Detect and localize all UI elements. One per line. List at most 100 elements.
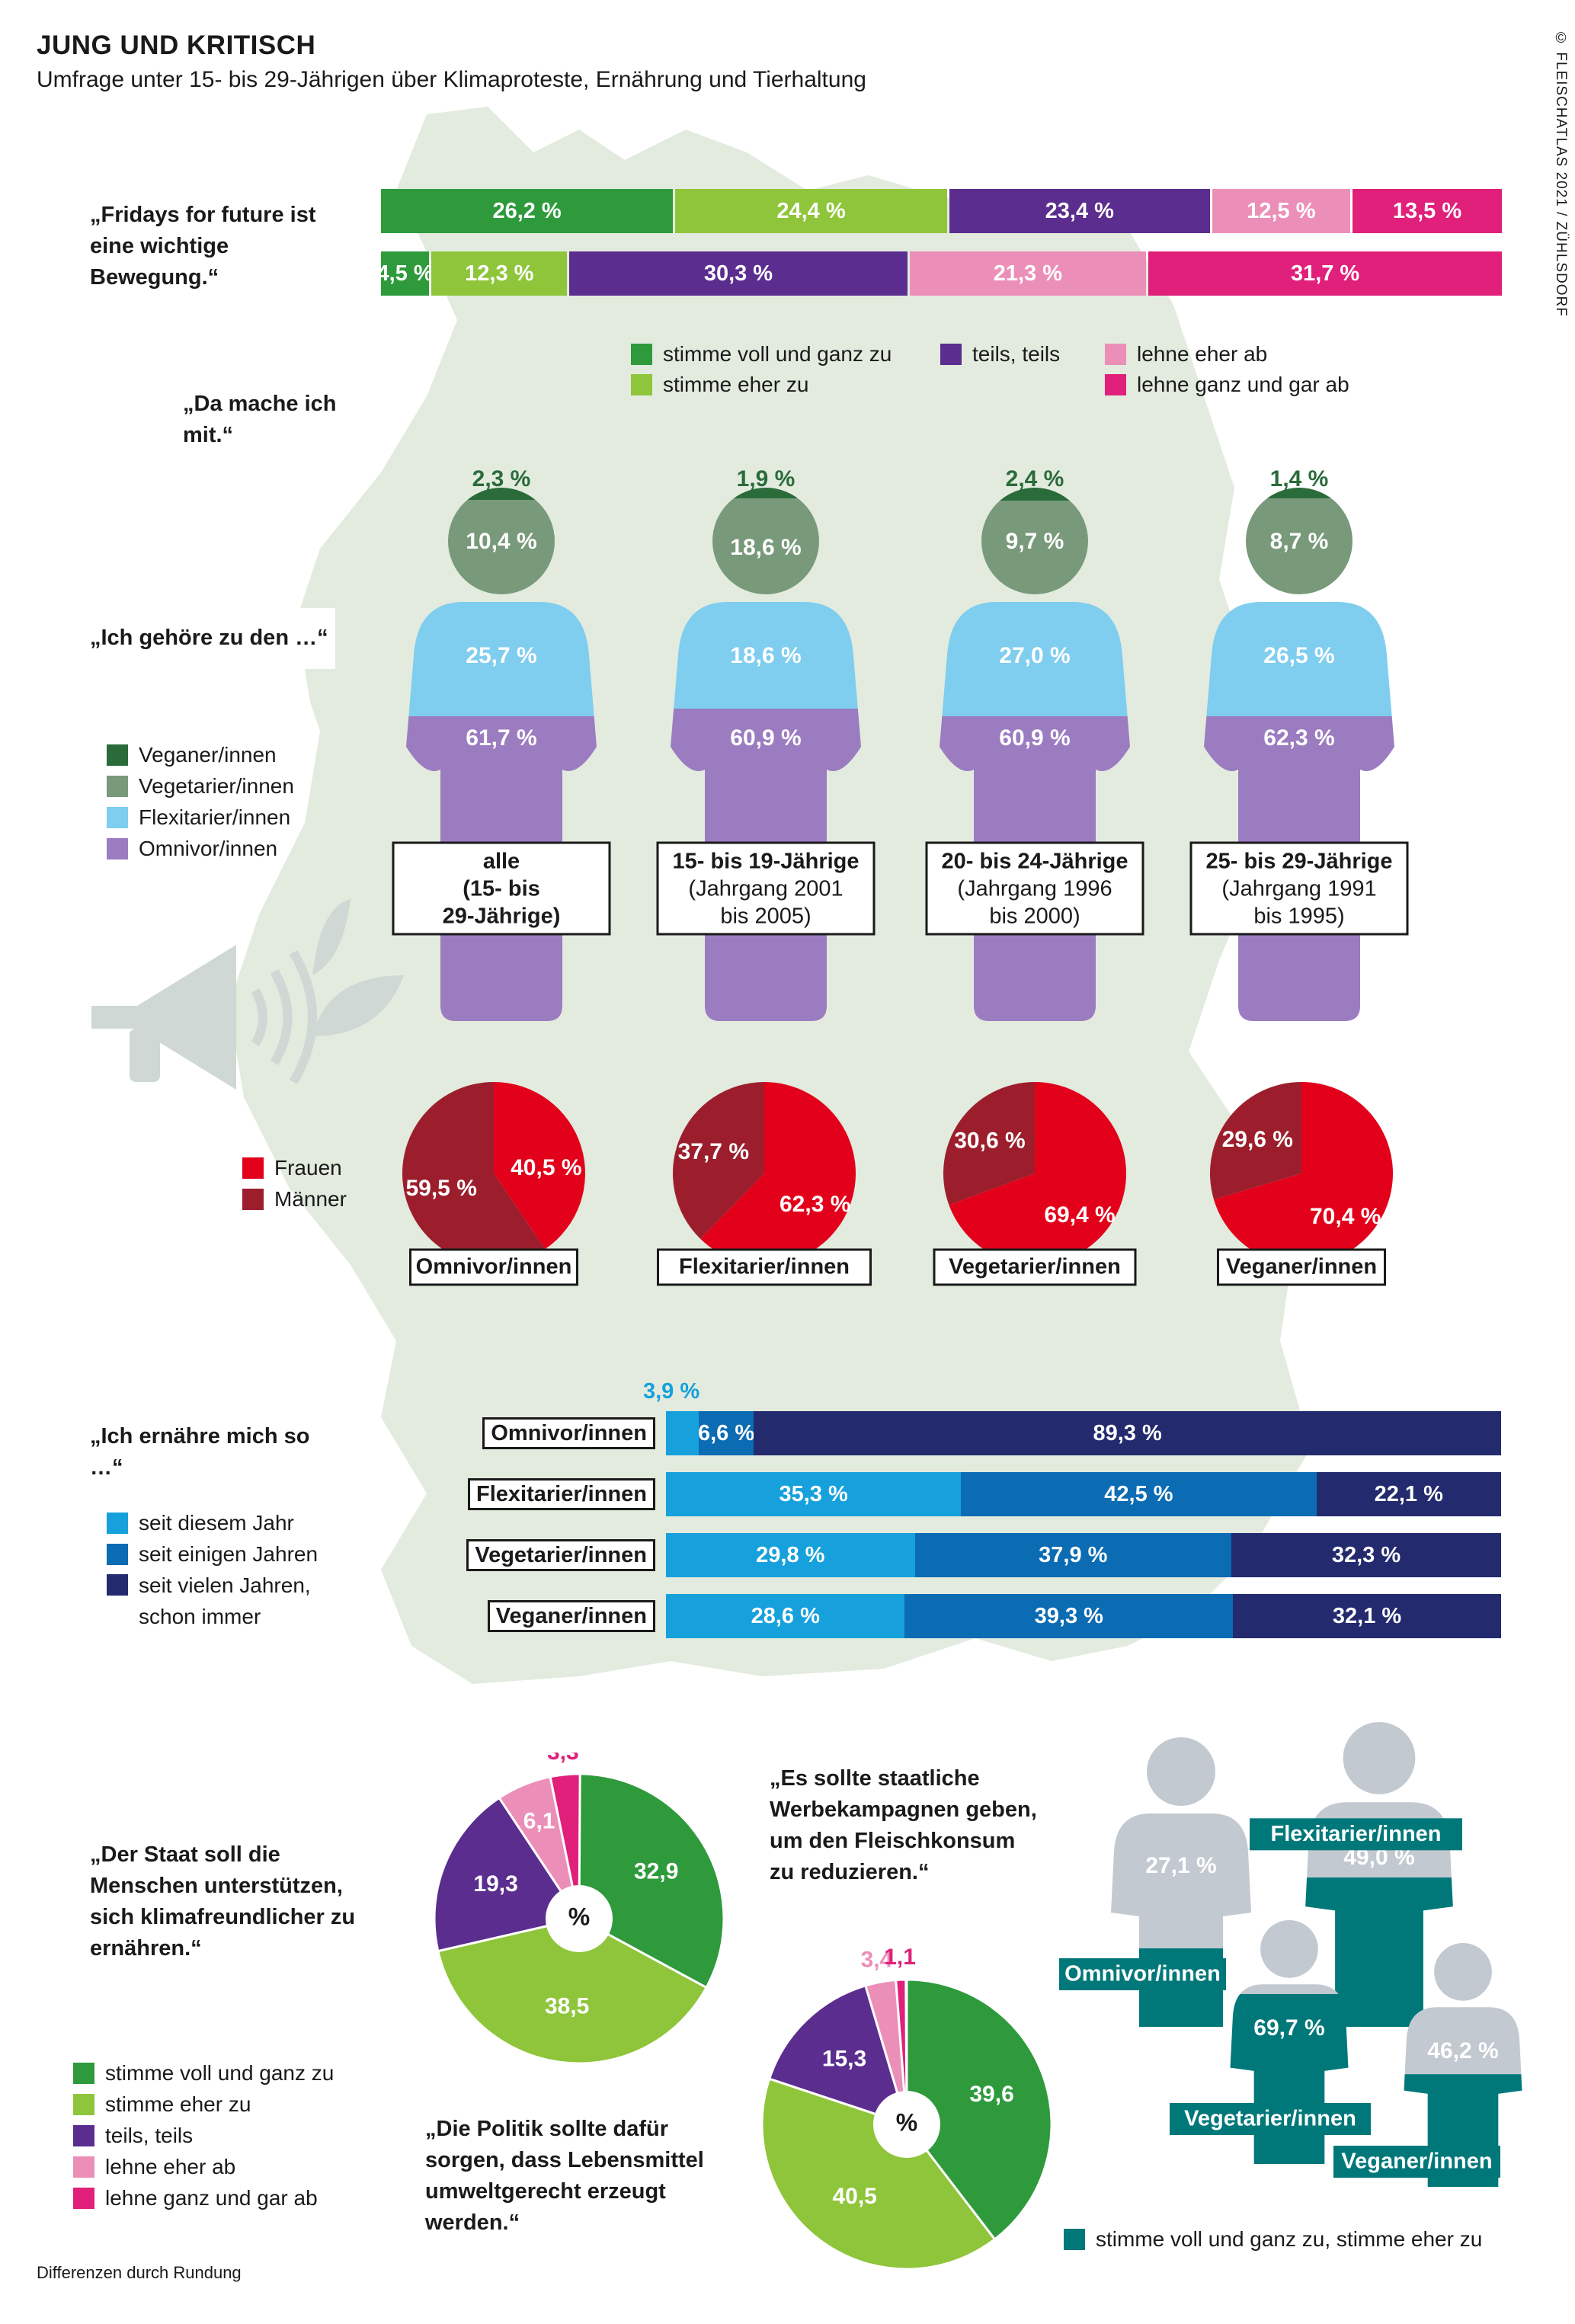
legend-item-reject-rather: lehne eher ab — [1105, 338, 1267, 370]
pie-slice-men — [673, 1082, 764, 1239]
bubble-politik — [411, 2103, 754, 2248]
pie-slice-women — [494, 1082, 586, 1250]
duration-bar-segment — [666, 1411, 699, 1455]
flexitarian-label: 26,5 % — [1263, 643, 1334, 668]
legend-label: lehne ganz und gar ab — [105, 2186, 318, 2210]
fff-bar-segment: 30,3 % — [569, 251, 908, 296]
pie-slice — [895, 1978, 908, 2125]
duration-bar-segment: 28,6 % — [666, 1594, 905, 1638]
age-group-label: (Jahrgang 1991 — [1221, 877, 1376, 901]
legend-label: stimme voll und ganz zu — [105, 2061, 335, 2085]
legend-label: Männer — [274, 1187, 347, 1211]
legend-item-flexitarian: Flexitarier/innen — [107, 802, 294, 833]
legend-label: teils, teils — [972, 342, 1061, 366]
quote-fridays-for-future: „Fridays for future ist eine wichtige Be… — [90, 203, 316, 290]
vegan-label: 2,4 % — [1006, 466, 1064, 491]
legend-item-partly: teils, teils — [940, 338, 1060, 370]
legend-label: Vegetarier/innen — [139, 774, 294, 798]
swatch — [107, 775, 128, 797]
pie-slice — [437, 1917, 709, 2065]
diet-label: Vegetarier/innen — [949, 1255, 1121, 1279]
swatch — [631, 373, 652, 395]
pie-value-label: 6,1 — [523, 1809, 555, 1834]
gender-pie-charts: 40,5 % 59,5 % Omnivor/innen 62,3 % 37,7 % Fle… — [402, 1082, 1393, 1286]
legend-item-reject-full: lehne ganz und gar ab — [73, 2182, 334, 2214]
campaign-name-label: Omnivor/innen — [1064, 1962, 1221, 1986]
diet-label-box — [409, 1248, 578, 1286]
age-group-label: (Jahrgang 1996 — [957, 877, 1112, 901]
campaign-value-label: 69,7 % — [1253, 2015, 1324, 2041]
legend-item-omnivore: Omnivor/innen — [107, 833, 294, 864]
vegan-label: 2,3 % — [472, 466, 531, 491]
bubble-fff — [73, 189, 363, 305]
omnivore-label: 60,9 % — [999, 725, 1070, 751]
duration-bar-segment: 35,3 % — [666, 1472, 962, 1516]
swatch — [73, 2093, 94, 2115]
swatch — [107, 806, 128, 828]
swatch — [73, 2156, 94, 2178]
legend-label: Frauen — [274, 1156, 342, 1180]
footnote: Differenzen durch Rundung — [37, 2263, 242, 2282]
campaign-name-label: Flexitarier/innen — [1270, 1822, 1441, 1846]
legend-item-vegan: Veganer/innen — [107, 739, 294, 770]
duration-bar-segment: 89,3 % — [754, 1411, 1501, 1455]
campaign-name-tag — [1059, 1958, 1226, 1990]
legend-agreement-bottom: stimme voll und ganz zu stimme eher zu t… — [73, 2057, 334, 2214]
legend-campaign: stimme voll und ganz zu, stimme eher zu — [1064, 2223, 1482, 2255]
legend-item-vegetarian: Vegetarier/innen — [107, 770, 294, 802]
legend-item-partly: teils, teils — [73, 2120, 334, 2151]
age-group-label-box — [656, 841, 876, 936]
fff-bar-segment: 26,2 % — [381, 189, 674, 233]
duration-category-label: Flexitarier/innen — [467, 1478, 655, 1510]
pie-slice — [760, 2077, 997, 2271]
men-label: 59,5 % — [405, 1176, 476, 1201]
vegetarian-label: 10,4 % — [466, 529, 536, 554]
legend-gender: Frauen Männer — [242, 1152, 347, 1215]
pie-value-label: 32,9 — [634, 1859, 678, 1884]
pie-slice-women — [949, 1082, 1127, 1265]
legend-duration: seit diesem Jahr seit einigen Jahren sei… — [107, 1507, 337, 1632]
duration-category-label: Omnivor/innen — [482, 1417, 655, 1449]
bubble-staat — [73, 1826, 434, 1972]
duration-bar-segment: 42,5 % — [961, 1472, 1317, 1516]
legend-label: stimme eher zu — [663, 373, 809, 396]
fff-bar-segment: 12,3 % — [431, 251, 568, 296]
fff-bar-segment: 31,7 % — [1148, 251, 1502, 296]
legend-label: Omnivor/innen — [139, 837, 278, 860]
pie-slice-women — [700, 1082, 856, 1265]
campaign-name-label: Veganer/innen — [1341, 2150, 1492, 2174]
vegetarian-label: 8,7 % — [1270, 529, 1329, 554]
legend-item-agree-full: stimme voll und ganz zu — [631, 338, 892, 370]
legend-item-since-some-years: seit einigen Jahren — [107, 1538, 337, 1570]
pie-center-label: % — [896, 2108, 917, 2136]
page-subtitle: Umfrage unter 15- bis 29-Jährigen über K… — [37, 67, 866, 92]
flexitarian-segment — [940, 594, 1130, 716]
pie-slice — [578, 1772, 725, 1989]
duration-category-label: Veganer/innen — [487, 1600, 655, 1632]
fff-bar-chart: 26,2 % 24,4 % 23,4 % 12,5 % 13,5 % 4,5 % 12,3 … — [377, 189, 1504, 296]
swatch — [73, 2124, 94, 2146]
bubble-werbung — [754, 1753, 1097, 1896]
swatch — [1064, 2228, 1085, 2250]
omnivore-label: 61,7 % — [466, 725, 536, 751]
duration-category-label: Vegetarier/innen — [466, 1539, 655, 1571]
pie-value-label: 40,5 — [832, 2184, 876, 2209]
figure-group — [1204, 488, 1394, 1021]
swatch — [242, 1188, 264, 1210]
figure-group — [940, 488, 1130, 1021]
age-group-label: bis 2005) — [720, 904, 811, 929]
flexitarian-segment — [671, 594, 861, 709]
legend-label: seit diesem Jahr — [139, 1511, 294, 1535]
vegan-label: 1,9 % — [737, 466, 796, 491]
legend-item-since-this-year: seit diesem Jahr — [107, 1507, 337, 1538]
swatch — [107, 1512, 128, 1534]
legend-item-men: Männer — [242, 1183, 347, 1215]
legend-diet: Veganer/innen Vegetarier/innen Flexitari… — [107, 739, 294, 864]
diet-label-box — [657, 1248, 872, 1286]
pie-value-label: 19,3 — [473, 1871, 517, 1897]
duration-bar-segment: 29,8 % — [666, 1533, 915, 1577]
bubble-mitmachen — [175, 328, 396, 434]
pie-center — [873, 2091, 940, 2158]
